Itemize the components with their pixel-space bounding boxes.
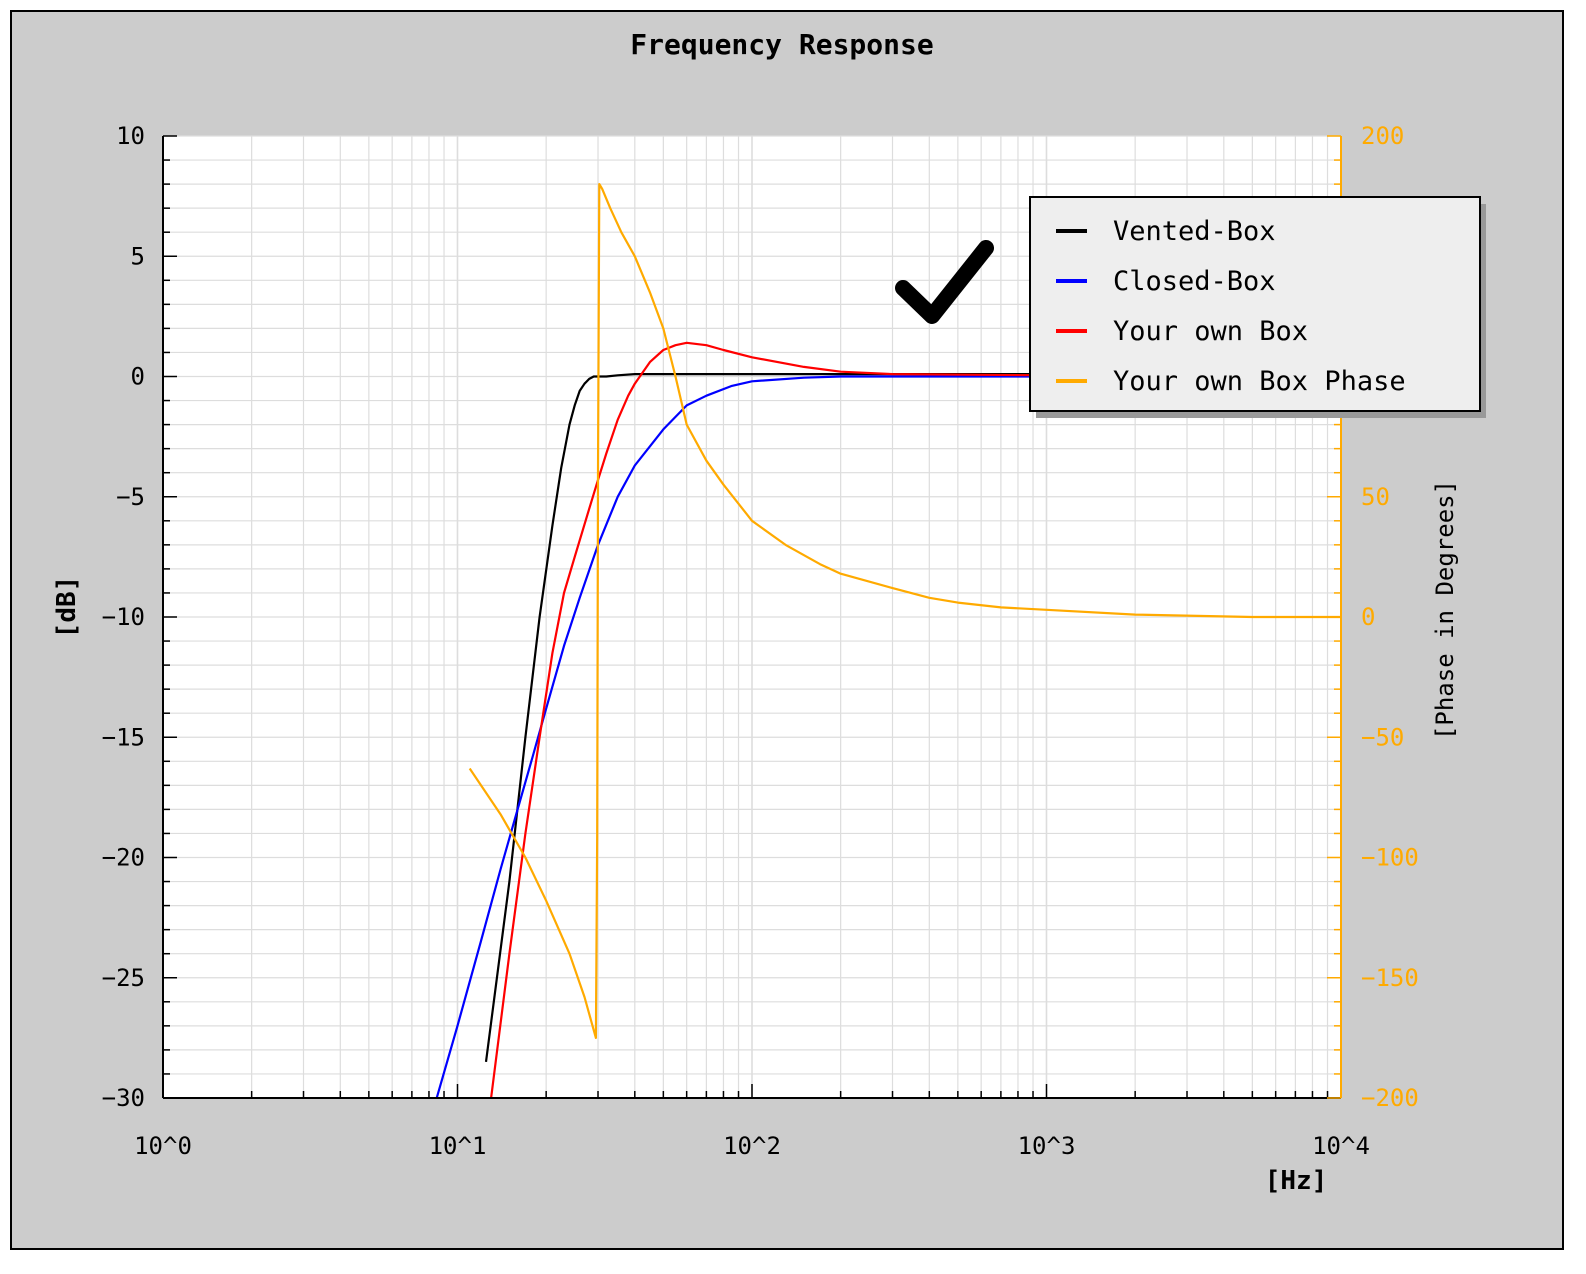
x-tick-label: 10^2 [723, 1132, 781, 1160]
checkmark-icon [895, 240, 994, 324]
y-right-tick-label: 200 [1361, 122, 1404, 150]
y-right-tick-label: 0 [1361, 603, 1375, 631]
legend-label: Vented-Box [1113, 216, 1276, 247]
series-line-your-own-box [490, 341, 1047, 1098]
chart-title: Frequency Response [630, 28, 933, 61]
y-tick-label: −30 [102, 1084, 145, 1112]
x-tick-label: 10^0 [134, 1132, 192, 1160]
y-right-tick-label: −50 [1361, 723, 1404, 751]
x-tick-label: 10^1 [429, 1132, 487, 1160]
y-tick-label: −15 [102, 723, 145, 751]
legend-label: Your own Box [1113, 316, 1308, 347]
legend-label: Your own Box Phase [1113, 366, 1406, 397]
y-right-tick-label: −200 [1361, 1084, 1419, 1112]
legend: Vented-Box Closed-Box Your own Box Your own… [1029, 196, 1486, 418]
series-line-closed-box [435, 375, 1047, 1098]
y-tick-label: 0 [131, 363, 145, 391]
y-right-tick-label: 50 [1361, 483, 1390, 511]
legend-box [1029, 196, 1481, 412]
y-tick-label: −10 [102, 603, 145, 631]
y-tick-label: 10 [116, 122, 145, 150]
y-tick-label: −5 [116, 483, 145, 511]
series-line-vented-box [484, 373, 1047, 1063]
y-right-tick-label: −150 [1361, 964, 1419, 992]
y-tick-label: 5 [131, 242, 145, 270]
y-right-axis-label: [Phase in Degrees] [1431, 480, 1459, 740]
y-tick-label: −20 [102, 844, 145, 872]
series-line-your-own-box-phase [468, 183, 1341, 1040]
y-axis-label: [dB] [52, 576, 82, 639]
series-group [435, 183, 1341, 1098]
x-axis-label: [Hz] [1265, 1166, 1328, 1196]
y-tick-label: −25 [102, 964, 145, 992]
x-tick-label: 10^4 [1312, 1132, 1370, 1160]
y-right-tick-label: −100 [1361, 844, 1419, 872]
legend-label: Closed-Box [1113, 266, 1276, 297]
x-tick-label: 10^3 [1018, 1132, 1076, 1160]
